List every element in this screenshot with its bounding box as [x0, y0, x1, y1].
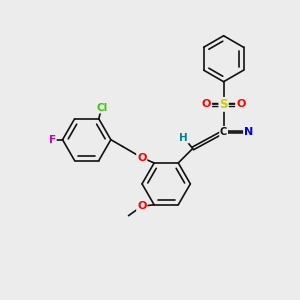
Text: O: O [137, 153, 146, 163]
Text: O: O [236, 99, 245, 110]
Text: S: S [219, 98, 228, 111]
Text: H: H [179, 133, 188, 142]
Text: O: O [202, 99, 211, 110]
Text: F: F [49, 135, 56, 145]
Text: N: N [244, 127, 253, 137]
Text: Cl: Cl [96, 103, 107, 112]
Text: O: O [137, 201, 146, 211]
Text: C: C [220, 127, 227, 137]
